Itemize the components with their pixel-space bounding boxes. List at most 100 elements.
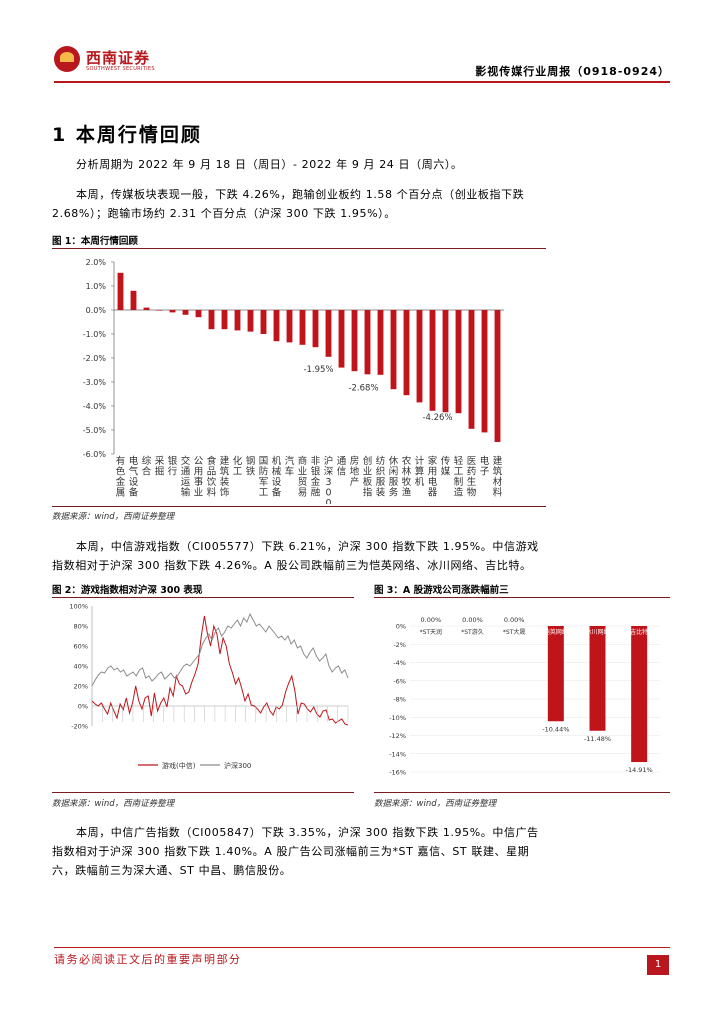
category-label: 采掘 [155,456,165,478]
bar [247,310,254,332]
category-label: 农林牧渔 [402,455,412,499]
bar [221,310,228,330]
category-label: 医药生物 [467,456,477,499]
figure-2-title: 图 2：游戏指数相对沪深 300 表现 [52,585,203,596]
paragraph-ad-line3: 六，跌幅前三为深大通、ST 中昌、鹏信股份。 [52,864,292,877]
category-label: 非银金融 [311,455,321,499]
y-tick-label: 0% [78,703,88,711]
category-label: 商业贸易 [298,455,308,499]
y-tick-label: -2% [393,641,406,649]
category-label: 银行 [168,455,178,478]
data-label: -2.68% [348,383,378,393]
y-tick-label: 100% [69,603,88,611]
legend-label: 沪深300 [224,761,251,770]
category-label: 恺英网络 [544,628,568,636]
y-tick-label: -4% [393,659,406,667]
bar [299,310,306,345]
bar [182,310,189,315]
paragraph-ad-line2: 指数相对于沪深 300 指数下跌 1.40%。A 股广告公司涨幅前三为*ST 嘉… [52,845,530,858]
logo-sun-icon [60,52,74,62]
paragraph-game-line1: 本周，中信游戏指数（CI005577）下跌 6.21%，沪深 300 指数下跌 … [76,540,539,553]
data-label: -14.91% [626,766,653,774]
figure-3-title: 图 3：A 股游戏公司涨跌幅前三 [374,585,509,596]
figure-3-source: 数据来源：wind，西南证券整理 [374,799,497,809]
bar [130,290,137,310]
bar [325,310,332,357]
category-label: 电子 [480,455,490,478]
data-label: -10.44% [542,725,569,733]
data-label: -11.48% [584,735,611,743]
y-tick-label: -16% [389,769,406,777]
bar [156,310,163,311]
page-number: 1 [647,955,669,975]
y-tick-label: -10% [389,714,406,722]
paragraph-market-line1: 本周，传媒板块表现一般，下跌 4.26%，跑输创业板约 1.58 个百分点（创业… [76,188,525,201]
category-label: 食品饮料 [207,455,217,499]
data-label: -1.95% [303,365,333,375]
category-label: *ST大晟 [503,628,525,636]
category-label: 建筑材料 [493,455,503,499]
y-tick-label: -14% [389,750,406,758]
y-tick-label: 2.0% [86,258,107,267]
bar [416,310,423,403]
category-label: 公用事业 [194,456,204,499]
category-label: 休闲服务 [389,455,399,499]
bar [377,310,384,375]
y-tick-label: -5.0% [83,426,107,435]
category-label: *ST天润 [420,628,442,636]
category-label: 交通运输 [181,455,191,499]
y-tick-label: -4.0% [83,402,107,411]
series-line-0 [91,615,349,726]
figure-3-bottom-rule [374,792,670,793]
figure-3-bar-chart: 0% -2% -4% -6% -8% -10% -12% -14% -16% 0.00% *ST天润… [389,616,660,777]
bar [338,310,345,368]
bar [429,310,436,411]
section-title: 1 本周行情回顾 [52,124,202,146]
figure-1-title: 图 1：本周行情回顾 [52,236,138,247]
category-label: 家用电器 [428,455,438,499]
category-label: 综合 [142,455,152,478]
footer-disclaimer: 请务必阅读正文后的重要声明部分 [54,953,242,966]
y-tick-label: -20% [71,723,88,731]
bar [117,272,124,310]
category-label: 房地产 [350,455,360,488]
category-label: 创业板指 [363,455,373,499]
data-label: -4.26% [422,413,452,423]
category-label: 纺织服装 [376,455,386,499]
y-tick-label: -6.0% [83,450,107,459]
category-label: 汽车 [285,455,295,478]
bar [442,310,449,413]
figure-1-rule [52,248,546,249]
figure-1-bottom-rule [52,506,546,507]
category-label: 通信 [337,456,347,478]
y-tick-label: 20% [74,683,88,691]
y-tick-label: 0% [396,623,406,631]
bar [260,310,267,334]
category-label: 吉比特 [630,628,648,636]
category-label: 有色金属 [116,455,126,499]
y-tick-label: -8% [393,696,406,704]
category-label: 国防军工 [259,456,269,499]
logo-subtext: SOUTHWEST SECURITIES [86,66,155,72]
paragraph-game-line2: 指数相对于沪深 300 指数下跌 4.26%。A 股公司跌幅前三为恺英网络、冰川… [52,559,532,572]
bar [364,310,371,375]
figure-2-source: 数据来源：wind，西南证券整理 [52,799,175,809]
category-label: 机械设备 [272,455,282,499]
bar [195,310,202,318]
category-label: 冰川网络 [585,628,609,636]
category-label: 计算机 [415,455,425,488]
bar [481,310,488,433]
category-label: 电气设备 [129,455,139,499]
bar [589,626,606,731]
category-label: 传媒 [441,455,451,478]
paragraph-period: 分析周期为 2022 年 9 月 18 日（周日）- 2022 年 9 月 24… [76,158,463,171]
data-label: 0.00% [504,616,525,624]
data-label: 0.00% [421,616,442,624]
figure-2-line-chart: 100% 80% 60% 40% 20% 0% -20% 游戏(中信) 沪深300 [69,603,349,770]
figure-1-source: 数据来源：wind，西南证券整理 [52,512,175,522]
y-tick-label: -2.0% [83,354,107,363]
paragraph-ad-line1: 本周，中信广告指数（CI005847）下跌 3.35%，沪深 300 指数下跌 … [76,826,539,839]
bar [273,310,280,342]
y-tick-label: 1.0% [86,282,107,291]
bar [312,310,319,348]
